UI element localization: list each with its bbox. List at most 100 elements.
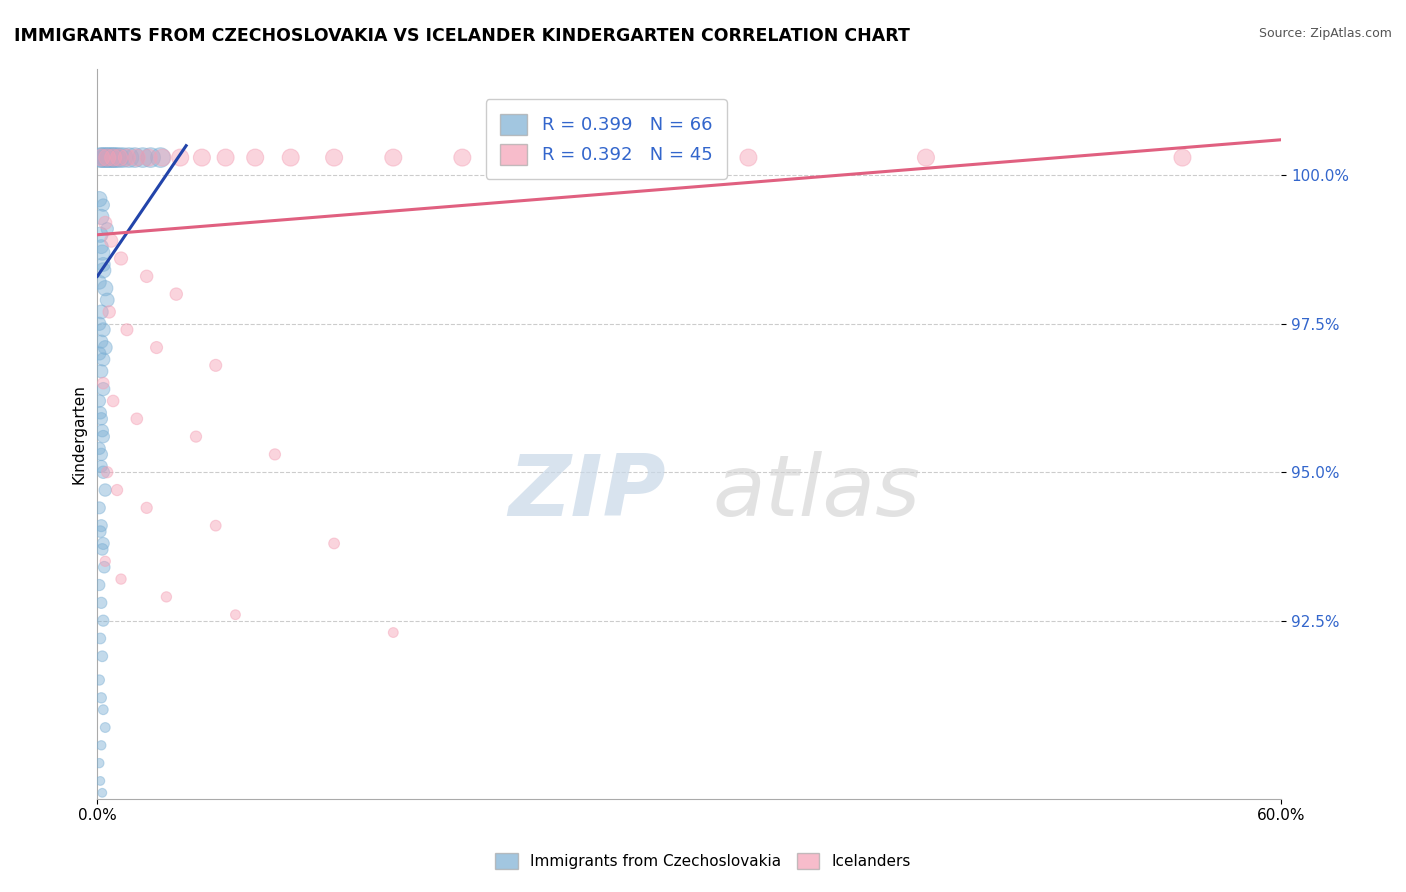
Point — [105, 483, 128, 497]
Point — [89, 227, 111, 242]
Point — [91, 376, 114, 391]
Text: IMMIGRANTS FROM CZECHOSLOVAKIA VS ICELANDER KINDERGARTEN CORRELATION CHART: IMMIGRANTS FROM CZECHOSLOVAKIA VS ICELAN… — [14, 27, 910, 45]
Point — [89, 192, 111, 206]
Text: atlas: atlas — [713, 450, 921, 533]
Point — [124, 151, 146, 165]
Point — [94, 554, 117, 568]
Point — [91, 542, 114, 557]
Point — [96, 222, 118, 236]
Point — [145, 341, 167, 355]
Point — [135, 500, 157, 515]
Point — [93, 151, 115, 165]
Point — [91, 465, 114, 479]
Point — [90, 364, 112, 378]
Point — [91, 352, 114, 367]
Point — [165, 287, 187, 301]
Point — [97, 151, 120, 165]
Point — [98, 151, 121, 165]
Point — [191, 151, 214, 165]
Point — [125, 151, 148, 165]
Point — [118, 151, 141, 165]
Point — [264, 447, 287, 461]
Point — [94, 341, 117, 355]
Point — [90, 151, 112, 165]
Point — [108, 151, 131, 165]
Point — [1171, 151, 1194, 165]
Point — [280, 151, 302, 165]
Point — [96, 465, 118, 479]
Point — [149, 151, 172, 165]
Point — [91, 245, 114, 260]
Point — [135, 269, 157, 284]
Point — [155, 590, 177, 604]
Point — [382, 151, 405, 165]
Point — [90, 518, 112, 533]
Point — [91, 263, 114, 277]
Point — [89, 632, 111, 646]
Point — [91, 257, 114, 271]
Point — [111, 151, 134, 165]
Point — [108, 151, 131, 165]
Legend: Immigrants from Czechoslovakia, Icelanders: Immigrants from Czechoslovakia, Icelande… — [489, 847, 917, 875]
Point — [323, 536, 346, 550]
Point — [323, 151, 346, 165]
Point — [138, 151, 160, 165]
Point — [101, 151, 124, 165]
Point — [89, 756, 111, 771]
Point — [94, 483, 117, 497]
Point — [105, 151, 128, 165]
Point — [89, 317, 111, 331]
Point — [90, 305, 112, 319]
Point — [243, 151, 266, 165]
Point — [91, 614, 114, 628]
Point — [89, 406, 111, 420]
Point — [132, 151, 155, 165]
Y-axis label: Kindergarten: Kindergarten — [72, 384, 86, 483]
Point — [90, 690, 112, 705]
Point — [91, 424, 114, 438]
Point — [94, 281, 117, 295]
Point — [382, 625, 405, 640]
Point — [214, 151, 236, 165]
Point — [101, 151, 124, 165]
Point — [224, 607, 246, 622]
Point — [91, 536, 114, 550]
Point — [184, 429, 207, 443]
Point — [90, 239, 112, 253]
Point — [91, 649, 114, 664]
Point — [91, 151, 114, 165]
Point — [915, 151, 938, 165]
Point — [94, 721, 117, 735]
Point — [139, 151, 162, 165]
Point — [89, 524, 111, 539]
Text: ZIP: ZIP — [508, 450, 665, 533]
Point — [89, 346, 111, 360]
Point — [101, 394, 124, 409]
Point — [93, 560, 115, 574]
Point — [89, 275, 111, 289]
Point — [90, 334, 112, 349]
Point — [737, 151, 759, 165]
Point — [89, 442, 111, 456]
Point — [89, 500, 111, 515]
Point — [110, 572, 132, 586]
Point — [89, 151, 111, 165]
Point — [94, 216, 117, 230]
Point — [100, 234, 122, 248]
Point — [90, 210, 112, 224]
Point — [90, 459, 112, 474]
Point — [90, 412, 112, 426]
Legend: R = 0.399   N = 66, R = 0.392   N = 45: R = 0.399 N = 66, R = 0.392 N = 45 — [486, 99, 727, 179]
Point — [451, 151, 474, 165]
Point — [152, 151, 174, 165]
Point — [91, 198, 114, 212]
Point — [91, 703, 114, 717]
Point — [204, 359, 226, 373]
Point — [90, 447, 112, 461]
Text: Source: ZipAtlas.com: Source: ZipAtlas.com — [1258, 27, 1392, 40]
Point — [110, 252, 132, 266]
Point — [91, 382, 114, 396]
Point — [96, 293, 118, 307]
Point — [520, 151, 543, 165]
Point — [204, 518, 226, 533]
